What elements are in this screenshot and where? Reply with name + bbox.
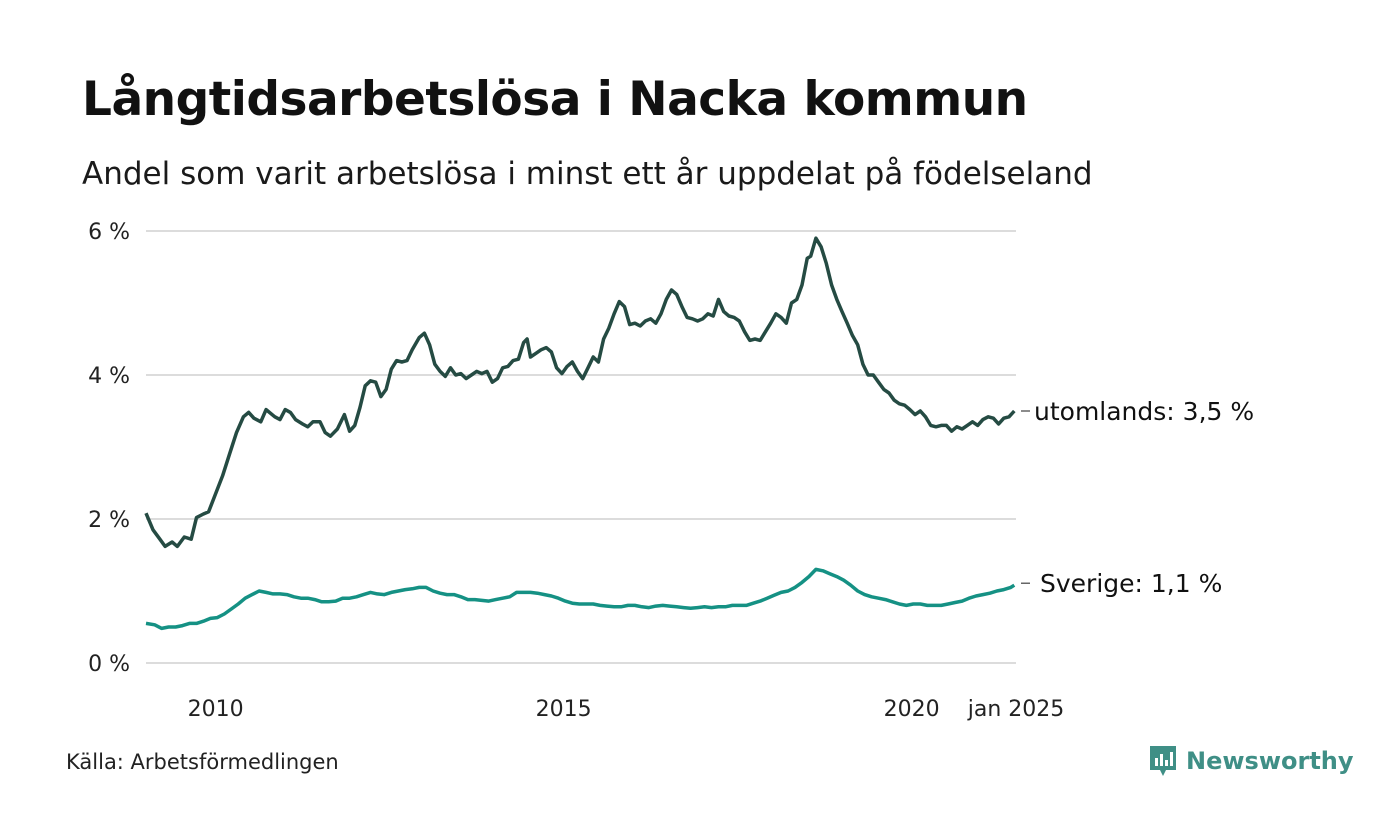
y-tick-label: 6 % [88,220,130,245]
x-tick-label: 2020 [884,697,940,722]
series-end-label-sverige: Sverige: 1,1 % [1040,569,1222,598]
y-tick-label: 0 % [88,652,130,677]
chart-subtitle: Andel som varit arbetslösa i minst ett å… [82,156,1093,192]
x-tick-label: 2015 [536,697,592,722]
y-axis-tick-labels: 0 % 2 % 4 % 6 % [88,220,130,677]
x-tick-label: jan 2025 [967,697,1065,722]
series-end-labels: utomlands: 3,5 % Sverige: 1,1 % [1021,397,1254,598]
series-lines [144,236,1016,631]
series-end-label-utomlands: utomlands: 3,5 % [1034,397,1254,426]
series-line-sverige [145,567,1016,631]
series-line-utomlands [144,236,1016,549]
brand-name: Newsworthy [1186,747,1354,775]
newsworthy-logo-icon [1150,746,1176,776]
x-axis-tick-labels: 2010 2015 2020 jan 2025 [188,697,1065,722]
y-tick-label: 2 % [88,508,130,533]
x-tick-label: 2010 [188,697,244,722]
brand-logo: Newsworthy [1148,744,1354,778]
y-tick-label: 4 % [88,364,130,389]
chart-title: Långtidsarbetslösa i Nacka kommun [82,72,1028,127]
source-note: Källa: Arbetsförmedlingen [66,750,339,774]
